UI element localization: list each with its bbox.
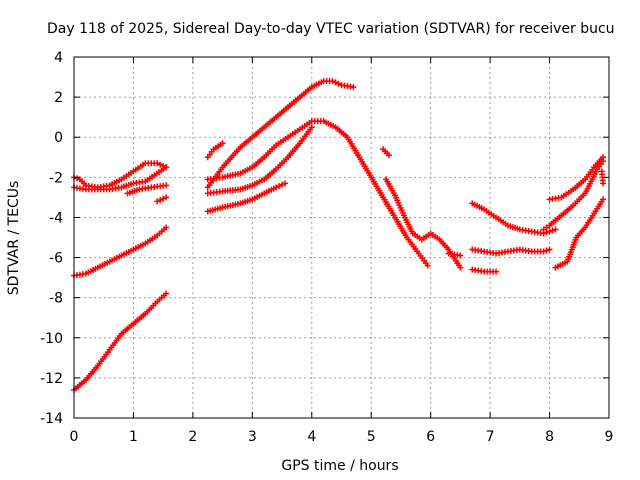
point-track-o [546, 228, 553, 235]
data-points [71, 78, 607, 393]
point-track-d [157, 161, 164, 168]
point-track-e [163, 182, 170, 189]
point-track-h [335, 80, 342, 87]
point-track-h [329, 78, 336, 85]
point-track-a [163, 290, 170, 297]
grid-lines [74, 57, 609, 418]
point-track-g [219, 140, 226, 147]
x-tick-label: 4 [307, 429, 316, 445]
point-track-p [543, 247, 550, 254]
y-tick-label: -12 [40, 371, 63, 387]
x-tick-label: 8 [545, 429, 554, 445]
x-tick-label: 2 [188, 429, 197, 445]
point-track-j [279, 181, 286, 188]
y-axis-label: SDTVAR / TECUs [6, 181, 22, 296]
point-track-d [73, 175, 80, 182]
x-axis-label: GPS time / hours [281, 458, 398, 474]
point-track-d [154, 160, 161, 167]
point-track-f [157, 197, 164, 204]
plot-frame [73, 56, 610, 419]
y-tick-label: -4 [49, 210, 63, 226]
point-track-i [424, 262, 431, 269]
point-track-m [457, 264, 464, 271]
point-track-d [163, 164, 170, 171]
y-tick-label: -8 [49, 291, 63, 307]
point-track-t [600, 196, 607, 203]
point-track-p [540, 248, 547, 255]
point-track-n [457, 252, 464, 259]
y-tick-label: 4 [54, 50, 63, 66]
point-track-f [154, 198, 161, 205]
point-track-h [332, 79, 339, 86]
point-track-o [549, 227, 556, 234]
point-track-o [543, 229, 550, 236]
x-tick-label: 1 [129, 429, 138, 445]
y-tick-label: -6 [49, 251, 63, 267]
point-track-s [600, 154, 607, 161]
x-tick-label: 3 [248, 429, 257, 445]
x-tick-label: 6 [426, 429, 435, 445]
x-tick-label: 0 [70, 429, 79, 445]
point-track-k [308, 124, 315, 131]
x-tick-label: 7 [486, 429, 495, 445]
y-tick-label: 0 [54, 130, 63, 146]
x-tick-label: 5 [367, 429, 376, 445]
point-track-f [163, 194, 170, 201]
y-tick-label: -10 [40, 331, 63, 347]
y-tick-label: -2 [49, 170, 63, 186]
y-tick-label: -14 [40, 411, 63, 427]
point-track-f [160, 195, 167, 202]
point-track-h [350, 84, 357, 91]
point-track-o [552, 226, 559, 233]
point-track-p [546, 246, 553, 253]
y-tick-label: 2 [54, 90, 63, 106]
x-tick-label: 9 [605, 429, 614, 445]
point-track-l [386, 152, 393, 159]
chart-title: Day 118 of 2025, Sidereal Day-to-day VTE… [47, 21, 615, 37]
axis-ticks: 0 1 2 3 4 5 6 7 8 9 -14 -12 -10 -8 -6 -4 -2 0 2 4 [40, 50, 613, 445]
point-track-j [276, 183, 283, 190]
point-track-q [493, 268, 500, 275]
point-track-b [163, 224, 170, 231]
point-track-u [600, 180, 607, 187]
point-track-j [282, 180, 289, 187]
